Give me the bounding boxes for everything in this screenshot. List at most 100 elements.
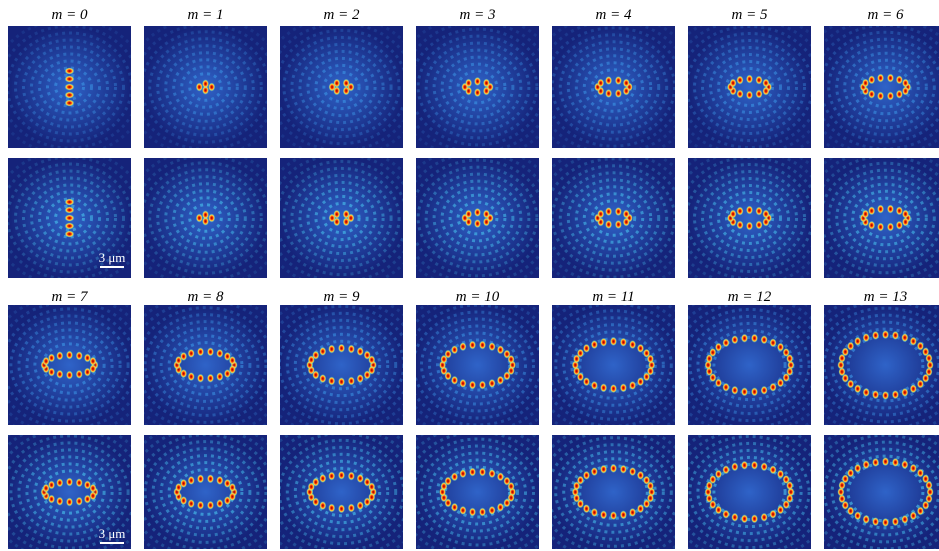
panel-label: m = 2 — [324, 7, 360, 23]
spot — [474, 207, 481, 217]
spot — [590, 507, 598, 517]
fringe — [172, 189, 239, 247]
spot — [66, 477, 73, 487]
fringe — [590, 68, 637, 106]
spot — [597, 209, 605, 219]
spot — [459, 378, 467, 388]
fringe — [693, 170, 806, 266]
spot — [228, 482, 236, 492]
spot — [488, 378, 496, 388]
spot — [356, 501, 364, 511]
spot — [368, 482, 376, 492]
spot — [622, 78, 630, 88]
spot — [180, 351, 188, 361]
spot — [600, 464, 608, 474]
background — [824, 158, 939, 278]
intensity-map — [688, 435, 811, 549]
fringe — [824, 161, 939, 275]
spot — [862, 460, 870, 470]
fringe — [167, 461, 244, 523]
spot — [762, 78, 770, 88]
intensity-map — [688, 158, 811, 278]
fringe — [456, 200, 499, 236]
fringe — [582, 192, 645, 244]
spot — [637, 377, 645, 387]
spot — [223, 351, 231, 361]
fringe — [562, 323, 665, 407]
background — [688, 158, 811, 278]
spot — [776, 378, 784, 388]
spot — [901, 460, 909, 470]
spot — [223, 369, 231, 379]
intensity-map — [280, 158, 403, 278]
fringe — [554, 316, 673, 414]
spot — [56, 351, 64, 361]
background — [688, 26, 811, 148]
spot — [769, 382, 777, 392]
spot — [762, 209, 770, 219]
spot — [328, 376, 336, 386]
spot — [838, 367, 846, 377]
fringe — [717, 60, 782, 114]
spot — [312, 477, 320, 487]
fringe — [285, 445, 398, 539]
spot — [319, 473, 327, 483]
spot — [319, 374, 327, 384]
intensity-map — [416, 158, 539, 278]
fringe — [280, 159, 403, 277]
spot — [746, 90, 753, 100]
fringe — [164, 182, 247, 254]
spot — [619, 383, 627, 393]
fringe — [144, 313, 267, 417]
panel-label: m = 1 — [188, 7, 224, 23]
spot — [48, 353, 56, 363]
spot — [347, 503, 355, 513]
spot — [216, 348, 224, 358]
fringe — [148, 37, 263, 137]
fringe — [835, 175, 936, 261]
spot — [891, 390, 899, 400]
fringe — [432, 179, 523, 257]
fringe — [167, 334, 244, 396]
intensity-map — [8, 158, 131, 278]
fringe — [301, 332, 382, 398]
intensity-map — [416, 305, 539, 425]
spot — [64, 75, 75, 83]
spot — [902, 78, 910, 88]
fringe — [824, 435, 939, 549]
fringe — [570, 330, 657, 400]
fringe — [38, 59, 101, 115]
panel-label: m = 8 — [188, 289, 224, 305]
spot — [605, 207, 613, 217]
fringe — [180, 196, 231, 240]
spot — [847, 341, 855, 351]
fringe — [282, 166, 401, 270]
fringe — [416, 310, 539, 420]
intensity-map — [824, 158, 939, 278]
spot — [590, 380, 598, 390]
fringe — [824, 313, 939, 417]
spot — [83, 494, 91, 504]
spot — [444, 349, 452, 359]
spot — [347, 376, 355, 386]
spot — [750, 460, 758, 470]
spot — [882, 330, 889, 340]
spot — [582, 343, 590, 353]
fringe — [22, 176, 117, 260]
spot — [202, 79, 209, 89]
spot — [582, 377, 590, 387]
spot — [175, 482, 183, 492]
fringe — [46, 66, 93, 108]
spot — [469, 380, 477, 390]
spot — [861, 209, 869, 219]
spot — [195, 82, 203, 92]
background — [144, 435, 267, 549]
spot — [760, 512, 768, 522]
spot — [709, 347, 717, 357]
spot — [891, 330, 899, 340]
scale-bar-label: 3 μm — [99, 526, 126, 541]
spot — [868, 220, 876, 230]
background — [280, 158, 403, 278]
fringe — [851, 58, 920, 116]
spot — [922, 474, 930, 484]
